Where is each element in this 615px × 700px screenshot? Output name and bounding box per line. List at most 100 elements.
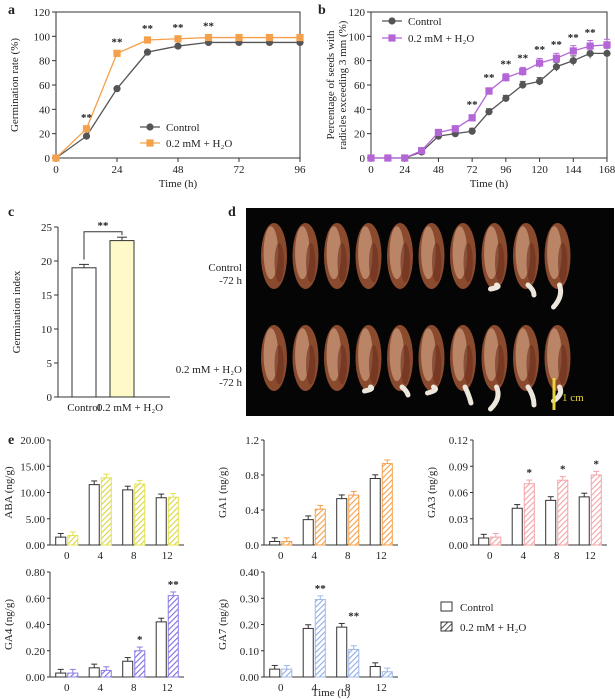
seed-highlight <box>263 328 279 382</box>
seed <box>292 325 319 391</box>
chart-b-ytick-label: 120 <box>349 7 366 19</box>
chart-ga7-significance: ** <box>315 583 327 595</box>
chart-ga7-xlabel: Time (h) <box>312 687 351 699</box>
chart-b-point <box>401 154 409 162</box>
seed-highlight <box>421 226 436 280</box>
chart-ga4-bar <box>55 672 67 678</box>
chart-a-point <box>113 49 121 57</box>
chart-a-significance: ** <box>112 36 124 48</box>
seed-shadow <box>463 242 473 283</box>
seed <box>481 223 508 292</box>
chart-ga3-xtick-label: 12 <box>585 550 596 562</box>
chart-ga3-bar <box>490 536 502 546</box>
chart-ga7-bar <box>302 627 314 678</box>
chart-ga3-bar <box>557 479 569 546</box>
chart-b-point <box>552 63 561 71</box>
seed-highlight <box>326 328 342 382</box>
chart-b-point <box>502 94 510 102</box>
legend-e-control-label: Control <box>460 602 494 614</box>
chart-aba-ytick-label: 15.00 <box>20 461 45 473</box>
chart-ga3-ytick-label: 0.12 <box>449 435 468 447</box>
chart-ga3-bar <box>545 499 557 546</box>
chart-a-xtick-label: 0 <box>53 164 59 176</box>
chart-b-legend-control-label: Control <box>408 16 442 28</box>
chart-a-xtick-label: 24 <box>112 164 124 176</box>
chart-aba-xtick-label: 0 <box>64 550 70 562</box>
chart-b-legend-control-marker <box>388 17 396 25</box>
chart-b-xtick-label: 168 <box>599 164 615 176</box>
chart-ga7-ytick-label: 0.10 <box>240 646 260 658</box>
chart-c-category-label: Control <box>67 402 101 414</box>
chart-ga3-significance: * <box>527 467 533 479</box>
chart-b-significance: ** <box>517 53 529 65</box>
chart-a-legend-control-label: Control <box>166 122 200 134</box>
chart-a-legend-treated-label: 0.2 mM + H₂O <box>166 138 232 150</box>
chart-aba-bar <box>55 536 67 546</box>
chart-a-point <box>174 35 182 43</box>
chart-b-significance: ** <box>500 59 512 71</box>
chart-ga3-bar <box>578 496 590 546</box>
seed <box>481 325 508 412</box>
seed <box>324 223 350 289</box>
chart-ga4-ytick-label: 0.00 <box>26 672 46 684</box>
chart-b-significance: ** <box>534 44 546 56</box>
chart-b-xtick-label: 48 <box>433 164 445 176</box>
seed <box>355 325 382 394</box>
chart-aba-bar <box>100 477 112 546</box>
chart-a-ylabel: Germination rate (%) <box>9 38 21 132</box>
seed-shadow <box>495 344 505 385</box>
chart-c-bar <box>71 267 97 398</box>
chart-c-ytick-label: 0 <box>47 392 53 404</box>
chart-b-point <box>535 59 544 67</box>
panel-letter-c: c <box>8 205 14 220</box>
panel-letter-b: b <box>318 3 326 18</box>
chart-a-ytick-label: 120 <box>34 7 51 19</box>
seed <box>261 223 287 289</box>
seed-radicle <box>399 384 411 398</box>
chart-a-point <box>265 33 274 42</box>
chart-a-point <box>52 154 60 162</box>
chart-c-significance: ** <box>98 220 110 232</box>
chart-ga1-bar <box>302 519 314 546</box>
chart-b-point <box>519 81 527 89</box>
seed-highlight <box>452 328 468 382</box>
chart-b-significance: ** <box>568 32 580 44</box>
chart-ga7-ytick-label: 0.30 <box>240 593 260 605</box>
scale-bar-label: 1 cm <box>562 392 584 404</box>
chart-aba-xtick-label: 8 <box>131 550 137 562</box>
chart-ga1-bar <box>369 478 381 546</box>
chart-a-ytick-label: 100 <box>34 31 51 43</box>
chart-ga7-bar <box>348 648 360 678</box>
seed <box>544 223 571 310</box>
chart-b-point <box>552 54 561 62</box>
chart-b-point <box>519 68 527 76</box>
chart-a-ytick-label: 60 <box>39 80 51 92</box>
seed-highlight <box>515 328 531 382</box>
chart-b-xtick-label: 96 <box>500 164 512 176</box>
chart-ga3-xtick-label: 0 <box>487 550 493 562</box>
photo-control-label: Control -72 h <box>188 262 242 288</box>
chart-b-ylabel-1: Percentage of seeds with <box>325 30 337 140</box>
seed <box>324 325 350 391</box>
chart-b-legend-treated-marker <box>388 34 396 42</box>
chart-aba-ytick-label: 0.00 <box>26 540 46 552</box>
chart-ga4-ylabel: GA4 (ng/g) <box>3 599 15 650</box>
chart-b-significance: ** <box>484 72 496 84</box>
seed <box>418 325 445 396</box>
chart-ga7-bar <box>314 599 326 678</box>
seed-highlight <box>421 328 436 382</box>
chart-b-ytick-label: 100 <box>349 31 366 43</box>
chart-b-series-line <box>371 52 607 159</box>
chart-b-point <box>468 114 476 122</box>
chart-b-point <box>417 147 426 155</box>
seed-highlight <box>389 226 405 280</box>
panel-letter-d: d <box>228 205 236 220</box>
chart-ga7-significance: ** <box>348 610 360 622</box>
chart-ga1-bar <box>336 498 348 546</box>
chart-aba-bar <box>167 496 179 546</box>
seed-highlight <box>547 226 562 280</box>
chart-a-point <box>82 132 91 140</box>
chart-aba-bar <box>67 535 79 546</box>
chart-aba-ytick-label: 5.00 <box>26 514 46 526</box>
seed <box>292 223 319 289</box>
